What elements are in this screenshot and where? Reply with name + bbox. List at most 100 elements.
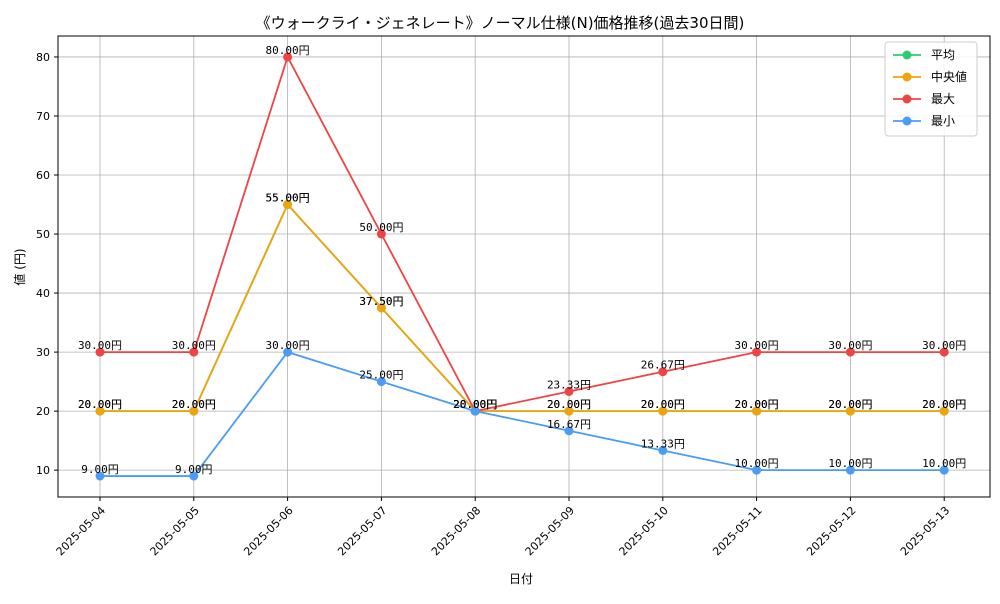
series-point-3 [283,347,293,357]
series-point-3 [939,465,949,475]
series-line-2 [100,54,945,413]
data-label-1: 20.00円 [828,398,872,411]
data-label-layer: 20.00円 20.00円 55.00円 37.50円 20.00円 20.00円 20.0… [78,44,966,476]
series-point-3 [95,471,105,481]
data-label-0: 55.00円 [266,192,310,205]
data-label-3: 9.00円 [175,463,213,476]
x-tick-label: 2025-05-12 [804,504,858,558]
data-label-3: 16.67円 [547,418,591,431]
data-label-0: 20.00円 [172,398,216,411]
grid-layer [58,36,990,497]
series-point-2 [752,347,762,357]
data-label-0: 20.00円 [453,398,497,411]
y-tick-label: 20 [36,405,50,418]
series-point-2 [283,52,293,62]
series-point-2 [376,229,386,239]
data-label-3: 10.00円 [828,457,872,470]
y-tick-label: 30 [36,346,50,359]
x-tick-label: 2025-05-07 [335,504,389,558]
legend-label-0: 平均 [931,48,955,62]
series-point-1 [376,303,386,313]
data-label-3: 25.00円 [359,369,403,382]
data-label-1: 20.00円 [735,398,779,411]
data-label-0: 20.00円 [735,398,779,411]
y-tick-label: 70 [36,110,50,123]
data-label-2: 20.00円 [453,398,497,411]
x-axis-label: 日付 [509,572,533,586]
series-point-3 [470,406,480,416]
series-point-2 [939,347,949,357]
data-label-1: 20.00円 [78,398,122,411]
y-tick-label: 80 [36,51,50,64]
data-label-1: 20.00円 [547,398,591,411]
data-label-1: 37.50円 [359,295,403,308]
y-tick-label: 40 [36,287,50,300]
legend-label-3: 最小 [931,114,955,128]
series-point-3 [564,426,574,436]
legend-label-1: 中央値 [931,69,967,84]
series-point-1 [939,406,949,416]
data-label-3: 10.00円 [922,457,966,470]
data-label-3: 30.00円 [266,339,310,352]
data-label-2: 26.67円 [641,359,685,372]
x-tick-label: 2025-05-05 [148,504,202,558]
data-label-2: 23.33円 [547,378,591,391]
series-point-1 [752,406,762,416]
data-label-1: 55.00円 [266,192,310,205]
series-line-3 [100,351,945,477]
data-label-2: 30.00円 [735,339,779,352]
x-tick-label: 2025-05-04 [54,504,108,558]
legend-marker-1 [902,72,912,82]
series-point-2 [658,367,668,377]
series-point-3 [752,465,762,475]
data-label-1: 20.00円 [172,398,216,411]
series-point-1 [658,406,668,416]
series-point-1 [95,406,105,416]
series-point-3 [376,377,386,387]
data-label-2: 30.00円 [172,339,216,352]
series-point-3 [189,471,199,481]
plot-frame [57,35,991,498]
x-tick-label: 2025-05-08 [429,504,483,558]
series-point-1 [283,200,293,210]
data-label-2: 30.00円 [922,339,966,352]
data-label-1: 20.00円 [453,398,497,411]
data-label-2: 80.00円 [266,44,310,57]
data-label-2: 50.00円 [359,221,403,234]
series-layer [95,52,949,481]
data-label-3: 13.33円 [641,437,685,450]
data-label-2: 30.00円 [78,339,122,352]
legend-label-2: 最大 [931,92,955,106]
y-tick-label: 60 [36,169,50,182]
axis-layer: 10 20 30 40 50 60 70 80 2025-05-04 2025-05-05 2025… [36,51,952,558]
series-line-1 [100,202,945,413]
series-point-2 [845,347,855,357]
data-label-3: 10.00円 [735,457,779,470]
x-tick-label: 2025-05-06 [241,504,295,558]
series-point-1 [189,406,199,416]
data-label-0: 20.00円 [547,398,591,411]
x-tick-label: 2025-05-13 [898,504,952,558]
series-point-2 [564,386,574,396]
y-tick-label: 50 [36,228,50,241]
data-label-2: 30.00円 [828,339,872,352]
x-tick-label: 2025-05-10 [617,504,671,558]
data-label-0: 20.00円 [922,398,966,411]
data-label-0: 20.00円 [641,398,685,411]
data-label-3: 9.00円 [81,463,119,476]
series-point-2 [95,347,105,357]
series-line-0 [100,202,945,413]
series-point-1 [564,406,574,416]
y-tick-label: 10 [36,464,50,477]
data-label-1: 20.00円 [641,398,685,411]
legend-marker-0 [902,50,912,60]
series-point-2 [189,347,199,357]
series-point-3 [845,465,855,475]
data-label-1: 20.00円 [922,398,966,411]
chart-title: 《ウォークライ・ジェネレート》ノーマル仕様(N)価格推移(過去30日間) [256,14,745,32]
data-label-0: 20.00円 [78,398,122,411]
x-tick-label: 2025-05-11 [710,504,764,558]
